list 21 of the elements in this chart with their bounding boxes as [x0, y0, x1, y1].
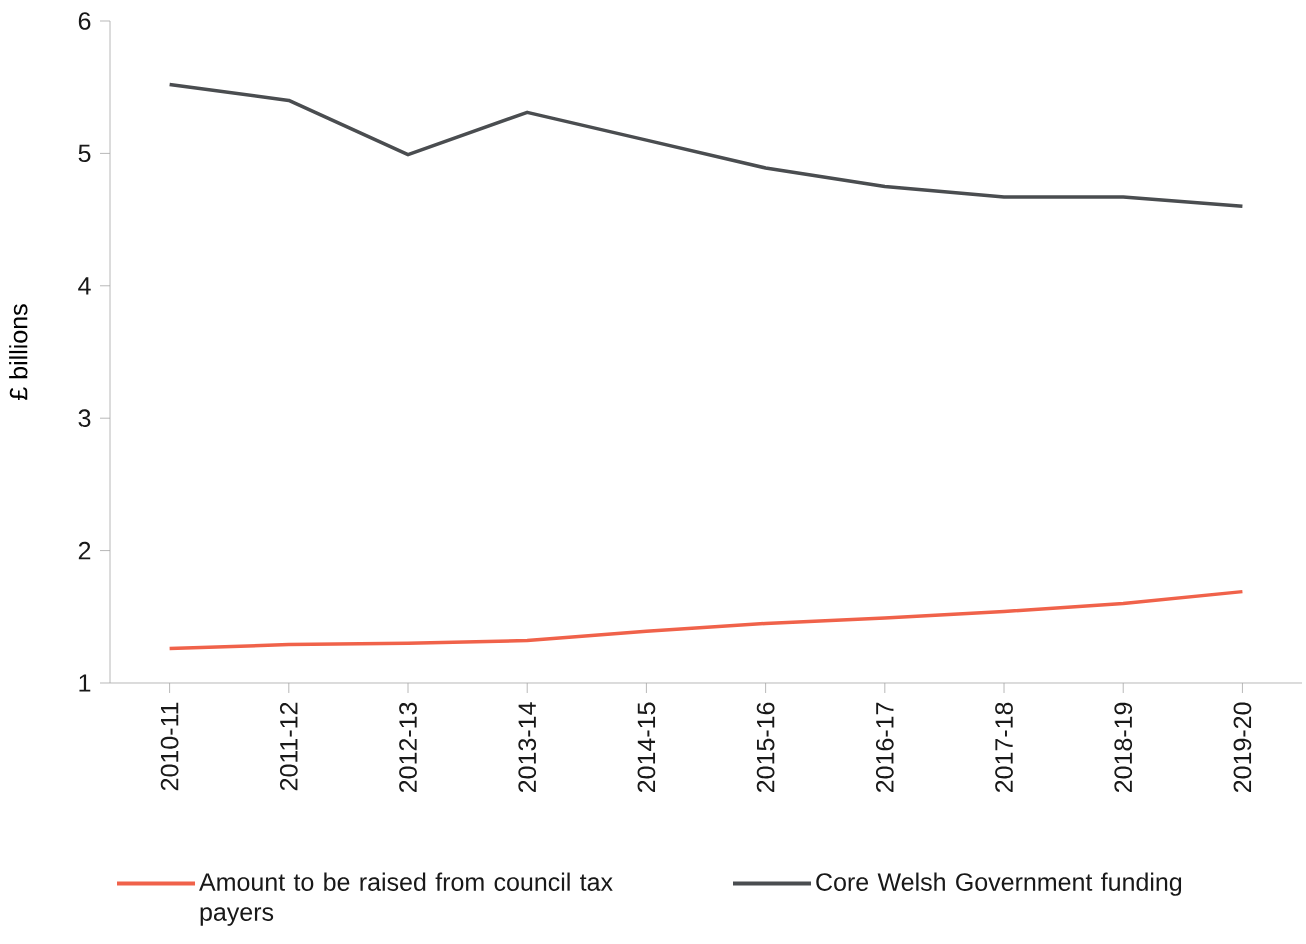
x-tick-label: 2010-11 [160, 702, 179, 791]
y-tick-label: 2 [78, 541, 91, 560]
x-tick-label: 2015-16 [756, 702, 775, 793]
x-tick-label: 2013-14 [518, 702, 537, 793]
y-tick-label: 1 [79, 674, 91, 692]
x-tick-label: 2011-12 [279, 702, 298, 791]
line-series [167, 82, 1245, 209]
legend-label: Core Welsh Government funding [816, 872, 1182, 896]
x-tick-label: 2019-20 [1233, 702, 1252, 793]
x-tick-label: 2018-19 [1114, 702, 1133, 793]
y-tick-label: 6 [78, 12, 91, 30]
line-series [167, 589, 1245, 651]
y-tick-label: 5 [78, 144, 91, 163]
legend-label: Amount to be raised from council tax payers [199, 872, 613, 926]
x-tick-label: 2017-18 [995, 702, 1013, 793]
y-axis-title: £ billions [9, 304, 28, 400]
x-tick-label: 2012-13 [399, 702, 417, 793]
x-tick-label: 2014-15 [637, 702, 656, 793]
y-tick-label: 3 [78, 409, 91, 428]
y-tick-label: 4 [78, 277, 91, 295]
x-tick-label: 2016-17 [875, 702, 894, 793]
